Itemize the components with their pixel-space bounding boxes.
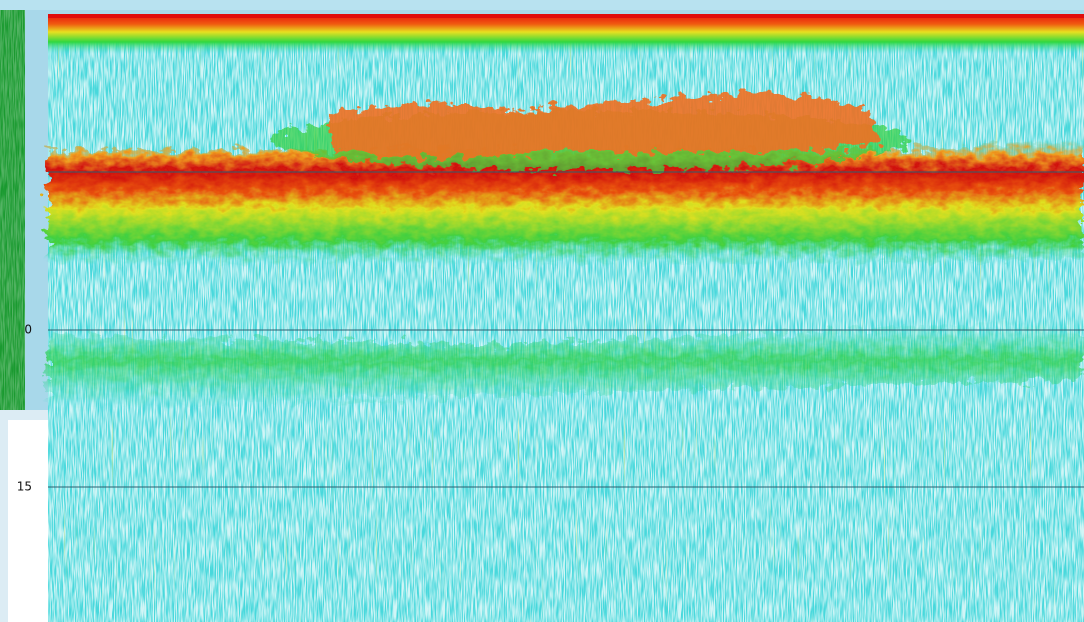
axis-panel <box>8 420 48 622</box>
depth-label: 15 <box>17 480 32 494</box>
surface-band <box>48 14 1084 54</box>
title-bar <box>0 0 1084 10</box>
thumbnail-noise <box>0 10 25 410</box>
bottom-layer <box>48 140 1084 265</box>
streaks <box>48 14 1084 622</box>
fish-school <box>330 93 880 158</box>
second-echo <box>48 320 1084 410</box>
thumbnail <box>0 10 25 410</box>
echogram <box>48 14 1084 622</box>
transducer-line <box>48 14 1084 18</box>
